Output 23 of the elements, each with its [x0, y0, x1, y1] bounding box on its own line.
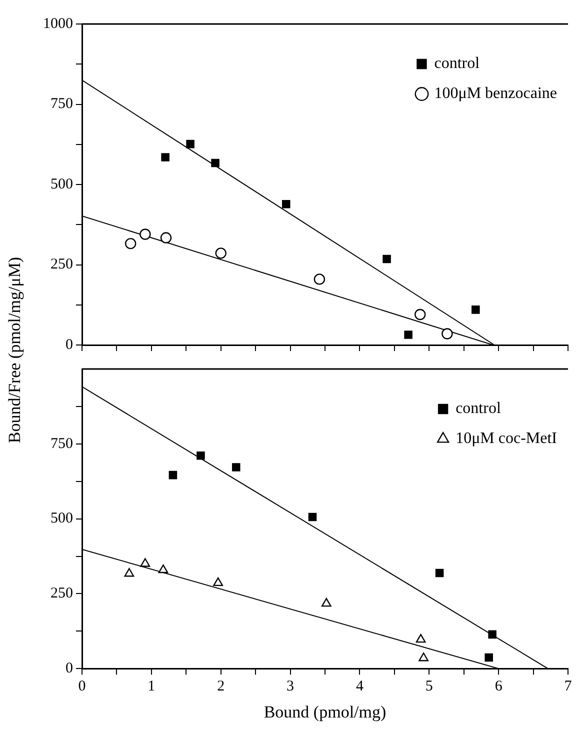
legend-label: 10μM coc-MetI — [456, 430, 557, 448]
x-tick-label: 6 — [494, 678, 503, 695]
y-tick-label: 750 — [50, 96, 73, 112]
y-tick-label: 0 — [66, 660, 73, 677]
x-tick-label: 2 — [217, 678, 225, 695]
x-tick-label: 1 — [148, 678, 156, 695]
legend-label: 100μM benzocaine — [434, 85, 558, 102]
x-axis-title: Bound (pmol/mg) — [264, 702, 386, 722]
x-tick-label: 0 — [78, 678, 86, 695]
x-tick-label: 4 — [356, 678, 364, 695]
y-tick-label: 0 — [66, 336, 73, 353]
legend-label: control — [434, 55, 480, 72]
y-tick-label: 250 — [50, 256, 73, 273]
y-tick-label: 500 — [50, 176, 73, 192]
y-tick-label: 1000 — [43, 16, 73, 32]
y-tick-label: 750 — [50, 436, 73, 452]
x-tick-label: 7 — [564, 678, 572, 695]
legend-label: control — [456, 400, 502, 418]
y-axis-title: Bound/Free (pmol/mg/μM) — [5, 256, 25, 444]
y-tick-label: 250 — [50, 586, 73, 602]
y-tick-label: 500 — [50, 510, 73, 527]
x-tick-label: 3 — [286, 678, 294, 695]
x-tick-label: 5 — [425, 678, 433, 695]
